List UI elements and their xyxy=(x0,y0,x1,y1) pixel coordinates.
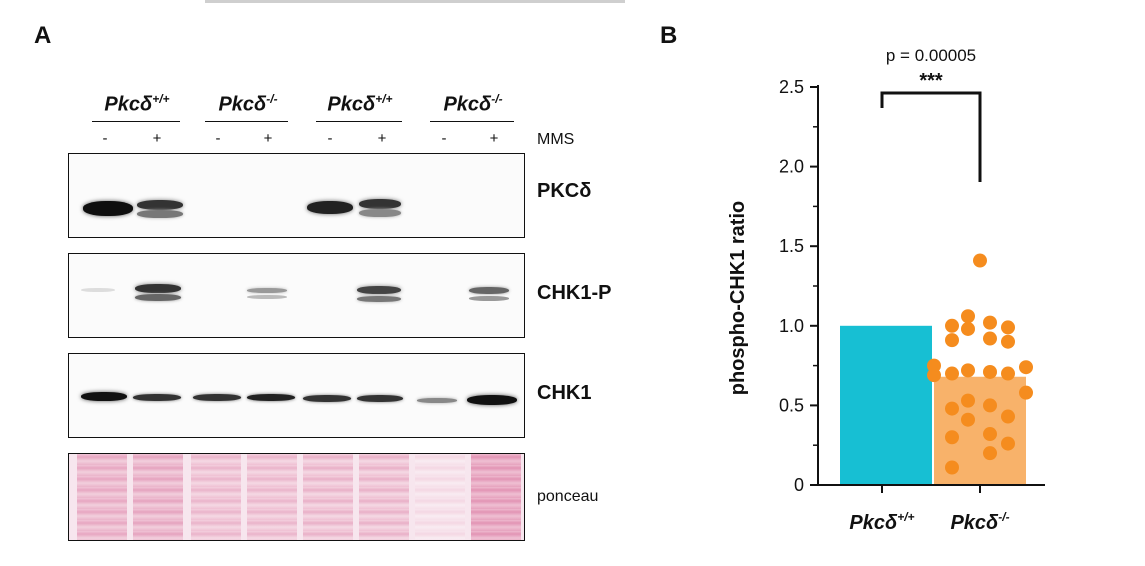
data-point xyxy=(983,398,997,413)
data-point xyxy=(945,401,959,416)
y-tick-label: 1.5 xyxy=(779,236,804,256)
genotype-label-3: Pkcδ+/+ xyxy=(327,92,393,116)
data-point xyxy=(961,321,975,336)
x-category-label: Pkcδ+/+ xyxy=(849,510,914,534)
treatment-sign: - xyxy=(215,130,221,147)
data-point xyxy=(973,253,987,268)
band xyxy=(357,286,401,294)
data-point xyxy=(983,315,997,330)
band xyxy=(135,294,181,301)
band xyxy=(357,395,403,402)
genotype-underline-3 xyxy=(316,121,402,122)
band xyxy=(359,199,401,209)
blot-ponceau xyxy=(68,453,525,541)
blot-label-chk1: CHK1 xyxy=(537,382,592,404)
blot-chk1 xyxy=(68,353,525,438)
p-value-label: p = 0.00005 xyxy=(886,46,976,65)
band xyxy=(469,287,509,294)
data-point xyxy=(983,331,997,346)
genotype-label-4: Pkcδ-/- xyxy=(443,92,503,116)
panel-b-letter: B xyxy=(660,22,678,49)
band xyxy=(81,392,127,401)
genotype-label-2: Pkcδ-/- xyxy=(218,92,278,116)
data-point xyxy=(1001,334,1015,349)
blot-pkc-delta xyxy=(68,153,525,238)
data-point xyxy=(983,446,997,461)
band xyxy=(417,398,457,403)
ponceau-lane xyxy=(471,454,521,540)
band xyxy=(359,209,401,217)
ponceau-lane xyxy=(303,454,353,540)
mms-label: MMS xyxy=(537,131,575,148)
y-tick-label: 2.5 xyxy=(779,77,804,97)
panel-a-letter: A xyxy=(34,22,52,49)
data-point xyxy=(945,366,959,381)
treatment-sign: + xyxy=(263,130,273,147)
y-axis-label: phospho-CHK1 ratio xyxy=(727,201,749,395)
data-point xyxy=(983,364,997,379)
band xyxy=(303,395,351,402)
genotype-underline-1 xyxy=(92,121,180,122)
ponceau-lane xyxy=(415,454,465,540)
treatment-sign: - xyxy=(441,130,447,147)
genotype-underline-4 xyxy=(430,121,514,122)
y-tick-label: 1.0 xyxy=(779,316,804,336)
data-point xyxy=(1001,409,1015,424)
band xyxy=(467,395,517,405)
band xyxy=(81,288,115,292)
ponceau-lane xyxy=(247,454,297,540)
ponceau-lane xyxy=(77,454,127,540)
data-point xyxy=(945,318,959,333)
genotype-underline-2 xyxy=(205,121,288,122)
data-point xyxy=(983,427,997,442)
treatment-sign: + xyxy=(489,130,499,147)
data-point xyxy=(961,393,975,408)
y-tick-label: 2.0 xyxy=(779,157,804,177)
band xyxy=(247,288,287,293)
data-point xyxy=(961,412,975,427)
x-category-label: Pkcδ-/- xyxy=(950,510,1009,534)
cropped-caption xyxy=(0,0,1145,14)
data-point xyxy=(961,363,975,378)
band xyxy=(137,200,183,210)
data-point xyxy=(961,309,975,324)
significance-stars: *** xyxy=(919,70,943,92)
data-point xyxy=(1001,366,1015,381)
data-point xyxy=(945,333,959,348)
data-point xyxy=(1001,320,1015,335)
band xyxy=(193,394,241,401)
data-point xyxy=(945,460,959,475)
y-tick-label: 0 xyxy=(794,475,804,495)
significance-bracket xyxy=(880,91,982,182)
band xyxy=(247,394,295,401)
treatment-sign: - xyxy=(102,130,108,147)
data-point xyxy=(927,368,941,383)
blot-chk1-p xyxy=(68,253,525,338)
band xyxy=(357,296,401,302)
bar xyxy=(840,325,932,485)
band xyxy=(307,201,353,214)
treatment-sign: + xyxy=(377,130,387,147)
band xyxy=(135,284,181,293)
data-point xyxy=(1019,360,1033,375)
ponceau-lane xyxy=(133,454,183,540)
genotype-label-1: Pkcδ+/+ xyxy=(104,92,170,116)
treatment-sign: - xyxy=(327,130,333,147)
data-point xyxy=(1019,385,1033,400)
band xyxy=(83,201,133,216)
blot-label-ponceau: ponceau xyxy=(537,488,599,505)
band xyxy=(133,394,181,401)
y-tick-label: 0.5 xyxy=(779,395,804,415)
ponceau-lane xyxy=(359,454,409,540)
band xyxy=(469,296,509,301)
data-point xyxy=(1001,436,1015,451)
blot-label-pkc-delta: PKCδ xyxy=(537,180,592,202)
band xyxy=(137,210,183,218)
blot-label-chk1-p: CHK1-P xyxy=(537,282,612,304)
treatment-sign: + xyxy=(152,130,162,147)
ponceau-lane xyxy=(191,454,241,540)
band xyxy=(247,295,287,299)
data-point xyxy=(945,430,959,445)
